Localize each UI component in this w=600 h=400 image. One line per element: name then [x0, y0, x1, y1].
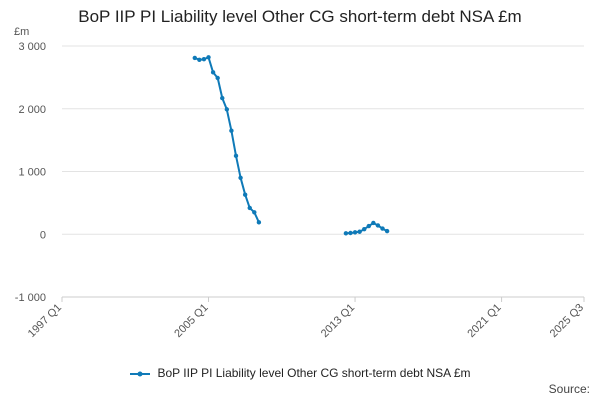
- y-tick-label: 2 000: [18, 104, 46, 116]
- data-point: [256, 220, 262, 225]
- data-point: [371, 220, 376, 226]
- chart-legend[interactable]: BoP IIP PI Liability level Other CG shor…: [0, 366, 600, 380]
- data-point: [343, 231, 349, 236]
- y-tick-label: 1 000: [18, 167, 46, 179]
- data-point: [238, 175, 243, 180]
- data-point: [242, 192, 248, 197]
- data-point: [352, 230, 358, 235]
- data-point: [252, 210, 257, 215]
- data-point: [375, 223, 381, 228]
- data-point: [229, 128, 234, 133]
- x-tick-label: 1997 Q1: [26, 302, 64, 340]
- data-point: [201, 56, 207, 62]
- data-point: [220, 95, 225, 101]
- y-tick-label: 0: [40, 229, 46, 241]
- legend-series-label: BoP IIP PI Liability level Other CG shor…: [157, 366, 471, 380]
- data-point: [357, 229, 362, 234]
- y-tick-label: -1 000: [15, 292, 46, 304]
- data-point: [380, 226, 385, 231]
- data-point: [197, 57, 202, 63]
- x-tick-label: 2021 Q1: [465, 302, 503, 340]
- series-line: [345, 222, 388, 235]
- x-tick-label: 2025 Q3: [548, 302, 586, 340]
- x-tick-label: 2013 Q1: [319, 302, 357, 340]
- data-point: [210, 70, 216, 75]
- data-point: [206, 55, 211, 60]
- legend-line-marker-icon: [130, 371, 151, 377]
- data-point: [362, 227, 367, 232]
- data-point: [384, 228, 390, 234]
- series-line: [194, 56, 260, 223]
- chart-title: BoP IIP PI Liability level Other CG shor…: [78, 7, 522, 26]
- data-point: [366, 223, 371, 229]
- y-tick-label: 3 000: [18, 41, 46, 53]
- x-tick-label: 2005 Q1: [172, 302, 210, 340]
- data-point: [247, 205, 252, 211]
- y-axis-unit-label: £m: [14, 26, 30, 38]
- data-point: [233, 153, 239, 159]
- data-point: [224, 107, 230, 112]
- data-point: [215, 75, 220, 81]
- source-label: Source:: [548, 382, 590, 396]
- data-point: [192, 55, 197, 61]
- data-point: [348, 230, 353, 236]
